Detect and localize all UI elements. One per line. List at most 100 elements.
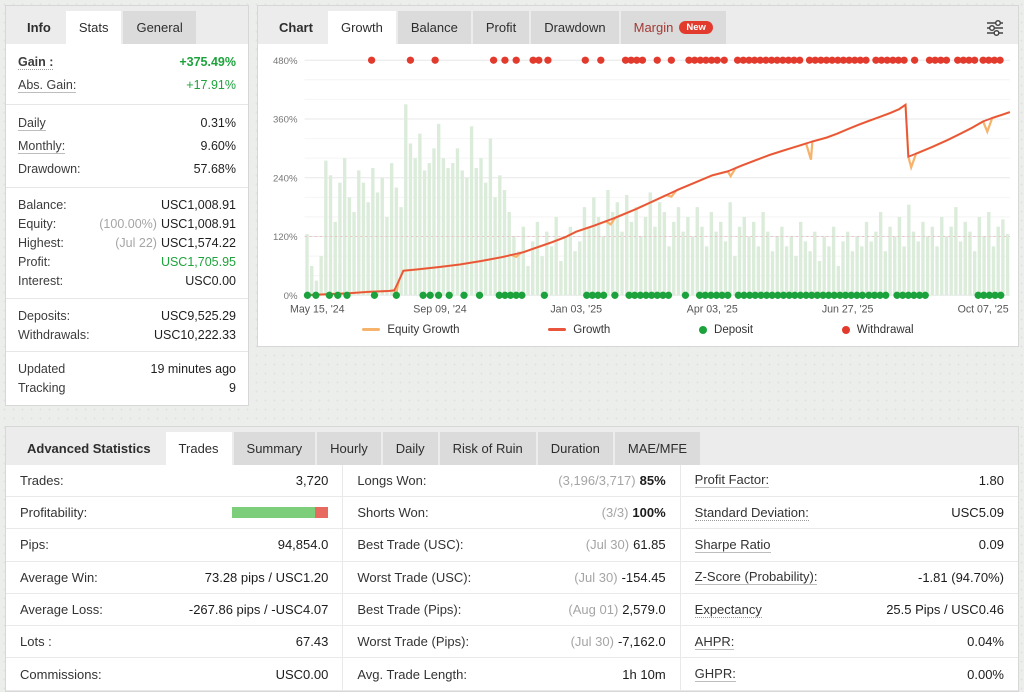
tab-hourly[interactable]: Hourly	[317, 432, 381, 465]
stat-value: 25.5 Pips / USC0.46	[886, 602, 1004, 617]
legend-equity-growth-label: Equity Growth	[387, 324, 459, 336]
profitability-bar-win	[232, 507, 315, 518]
stat-label[interactable]: Profit Factor:	[695, 472, 769, 488]
stat-label: Worst Trade (USC):	[357, 570, 471, 585]
tab-general[interactable]: General	[123, 11, 195, 44]
growth-chart[interactable]: 0%120%240%360%480%May 15, '24Sep 09, '24…	[258, 44, 1018, 322]
y-axis-tick: 0%	[284, 291, 298, 302]
advanced-statistics-title: Advanced Statistics	[14, 432, 164, 465]
stat-value: USC5.09	[951, 505, 1004, 520]
row-ahpr: AHPR: 0.04%	[681, 626, 1018, 658]
legend-deposit: Deposit	[699, 324, 753, 336]
tab-mae-mfe[interactable]: MAE/MFE	[615, 432, 700, 465]
gain-label[interactable]: Gain :	[18, 55, 53, 70]
drawdown-label: Drawdown:	[18, 162, 81, 176]
top-row: Info Stats General Gain : +375.49% Abs. …	[5, 5, 1019, 406]
tab-growth[interactable]: Growth	[328, 11, 396, 44]
tab-margin[interactable]: Margin New	[621, 11, 726, 44]
stat-value: (Jul 30)-7,162.0	[571, 634, 666, 649]
growth-swatch	[548, 328, 566, 331]
chart-panel: Chart Growth Balance Profit Drawdown Mar…	[257, 5, 1019, 347]
tab-chart[interactable]: Chart	[266, 11, 326, 44]
row-expectancy: Expectancy 25.5 Pips / USC0.46	[681, 594, 1018, 626]
meta-group: Updated 19 minutes ago Tracking 9	[6, 351, 248, 404]
stat-value: (Aug 01)2,579.0	[568, 602, 665, 617]
stat-label: Shorts Won:	[357, 505, 428, 520]
balance-label: Balance:	[18, 198, 67, 212]
row-avg-trade-length: Avg. Trade Length: 1h 10m	[343, 658, 679, 690]
tab-stats[interactable]: Stats	[66, 11, 122, 44]
row-z-score: Z-Score (Probability): -1.81 (94.70%)	[681, 562, 1018, 594]
stat-label: Pips:	[20, 537, 49, 552]
tab-trades[interactable]: Trades	[166, 432, 232, 465]
legend-equity-growth: Equity Growth	[362, 324, 459, 336]
row-best-trade-usc: Best Trade (USC): (Jul 30)61.85	[343, 529, 679, 561]
stat-label: Average Loss:	[20, 602, 103, 617]
tab-risk-of-ruin[interactable]: Risk of Ruin	[440, 432, 536, 465]
tab-drawdown[interactable]: Drawdown	[531, 11, 618, 44]
abs-gain-value: +17.91%	[186, 78, 236, 92]
x-axis-tick: Sep 09, '24	[413, 304, 467, 316]
row-profit-factor: Profit Factor: 1.80	[681, 465, 1018, 497]
abs-gain-label[interactable]: Abs. Gain:	[18, 78, 76, 93]
stat-label[interactable]: GHPR:	[695, 666, 736, 682]
tab-balance[interactable]: Balance	[398, 11, 471, 44]
stat-label: Best Trade (Pips):	[357, 602, 461, 617]
tracking-label: Tracking	[18, 381, 65, 395]
deposit-swatch	[699, 326, 707, 334]
row-best-trade-pips: Best Trade (Pips): (Aug 01)2,579.0	[343, 594, 679, 626]
chart-tabs: Chart Growth Balance Profit Drawdown Mar…	[258, 6, 1018, 44]
row-highest: Highest: (Jul 22)USC1,574.22	[6, 233, 248, 252]
tab-daily[interactable]: Daily	[383, 432, 438, 465]
sliders-icon	[984, 17, 1006, 39]
deposits-label: Deposits:	[18, 309, 70, 323]
equity-label: Equity:	[18, 217, 56, 231]
tab-info[interactable]: Info	[14, 11, 64, 44]
deposits-value: USC9,525.29	[161, 309, 236, 323]
equity-value: (100.00%)USC1,008.91	[99, 217, 236, 231]
stat-value: 3,720	[296, 473, 329, 488]
row-withdrawals: Withdrawals: USC10,222.33	[6, 325, 248, 344]
row-profit: Profit: USC1,705.95	[6, 253, 248, 272]
chart-settings-button[interactable]	[980, 17, 1010, 39]
row-updated: Updated 19 minutes ago	[6, 359, 248, 378]
tab-summary[interactable]: Summary	[234, 432, 316, 465]
tab-duration[interactable]: Duration	[538, 432, 613, 465]
stats-column-3: Profit Factor: 1.80 Standard Deviation: …	[681, 465, 1018, 691]
y-axis-tick: 120%	[273, 232, 298, 243]
stat-label[interactable]: AHPR:	[695, 634, 735, 650]
stat-label[interactable]: Expectancy	[695, 602, 762, 618]
monthly-label[interactable]: Monthly:	[18, 139, 65, 154]
row-ghpr: GHPR: 0.00%	[681, 658, 1018, 690]
margin-tab-label: Margin	[634, 20, 674, 35]
row-tracking: Tracking 9	[6, 379, 248, 398]
drawdown-value: 57.68%	[194, 162, 236, 176]
daily-label[interactable]: Daily	[18, 116, 46, 131]
row-interest: Interest: USC0.00	[6, 272, 248, 291]
withdrawals-label: Withdrawals:	[18, 328, 90, 342]
stat-label[interactable]: Z-Score (Probability):	[695, 569, 818, 585]
profitability-bar	[232, 507, 328, 518]
row-pips: Pips: 94,854.0	[6, 529, 342, 561]
balance-value: USC1,008.91	[161, 198, 236, 212]
row-commissions: Commissions: USC0.00	[6, 658, 342, 690]
stat-value: 73.28 pips / USC1.20	[205, 570, 329, 585]
row-average-loss: Average Loss: -267.86 pips / -USC4.07	[6, 594, 342, 626]
stat-label: Average Win:	[20, 570, 98, 585]
y-axis-tick: 360%	[273, 115, 298, 126]
stat-label[interactable]: Sharpe Ratio	[695, 537, 771, 553]
advanced-statistics-tabs: Advanced Statistics Trades Summary Hourl…	[6, 427, 1018, 465]
tab-profit[interactable]: Profit	[473, 11, 529, 44]
stat-value: 1.80	[979, 473, 1004, 488]
row-average-win: Average Win: 73.28 pips / USC1.20	[6, 562, 342, 594]
equity-growth-swatch	[362, 328, 380, 331]
stat-value: (3,196/3,717)85%	[558, 473, 665, 488]
row-shorts-won: Shorts Won: (3/3)100%	[343, 497, 679, 529]
stat-label[interactable]: Standard Deviation:	[695, 505, 809, 521]
stat-value: 0.04%	[967, 634, 1004, 649]
stat-value: 0.00%	[967, 667, 1004, 682]
stat-label: Lots :	[20, 634, 52, 649]
withdrawal-swatch	[842, 326, 850, 334]
stat-value: (Jul 30)-154.45	[574, 570, 665, 585]
stat-value: 67.43	[296, 634, 329, 649]
